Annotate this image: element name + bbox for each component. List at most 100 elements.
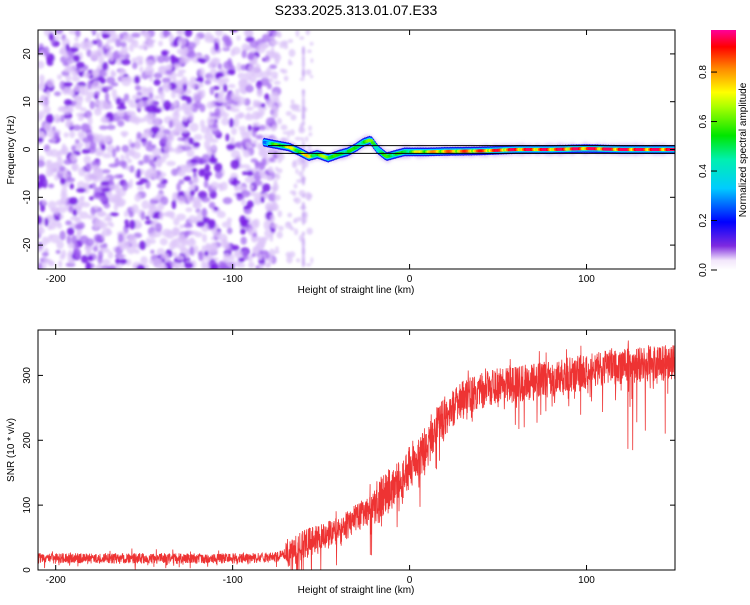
noise-speckle bbox=[63, 159, 72, 165]
noise-speckle bbox=[183, 223, 193, 229]
noise-speckle bbox=[56, 223, 63, 229]
noise-speckle bbox=[77, 115, 84, 122]
noise-speckle bbox=[267, 262, 271, 267]
noise-speckle bbox=[163, 82, 171, 93]
noise-speckle bbox=[249, 73, 257, 83]
noise-speckle bbox=[73, 54, 80, 62]
noise-speckle bbox=[193, 196, 201, 205]
noise-speckle bbox=[231, 244, 240, 251]
noise-speckle bbox=[145, 42, 155, 49]
noise-speckle bbox=[132, 62, 138, 70]
noise-speckle bbox=[136, 60, 144, 66]
noise-speckle bbox=[142, 140, 147, 147]
noise-speckle bbox=[275, 166, 279, 172]
y-tick-label: 10 bbox=[22, 96, 33, 108]
noise-speckle bbox=[162, 129, 171, 135]
noise-speckle bbox=[57, 149, 67, 155]
noise-speckle bbox=[54, 30, 64, 35]
noise-speckle bbox=[95, 151, 103, 157]
noise-speckle bbox=[173, 100, 178, 108]
noise-speckle bbox=[72, 209, 78, 217]
noise-speckle bbox=[119, 33, 124, 40]
noise-speckle bbox=[291, 160, 298, 169]
noise-speckle bbox=[276, 117, 282, 125]
noise-speckle bbox=[85, 251, 94, 256]
noise-speckle bbox=[190, 158, 198, 164]
noise-speckle bbox=[98, 211, 107, 217]
noise-speckle bbox=[186, 41, 197, 50]
noise-speckle bbox=[148, 232, 157, 239]
noise-speckle bbox=[215, 72, 220, 80]
noise-speckle bbox=[124, 219, 129, 226]
noise-speckle bbox=[105, 30, 115, 35]
noise-speckle bbox=[74, 144, 82, 152]
noise-speckle bbox=[146, 39, 156, 44]
noise-speckle bbox=[204, 172, 210, 181]
noise-speckle bbox=[239, 215, 247, 225]
noise-speckle bbox=[106, 76, 116, 84]
noise-speckle bbox=[300, 137, 305, 142]
noise-speckle bbox=[222, 77, 230, 84]
noise-speckle bbox=[99, 69, 107, 78]
noise-speckle bbox=[117, 233, 124, 243]
noise-speckle bbox=[213, 85, 220, 91]
noise-speckle bbox=[309, 41, 314, 46]
noise-speckle bbox=[105, 41, 110, 50]
noise-speckle bbox=[178, 179, 185, 185]
noise-speckle bbox=[290, 99, 295, 104]
noise-speckle bbox=[257, 106, 267, 112]
noise-speckle bbox=[87, 133, 94, 143]
noise-speckle bbox=[156, 160, 162, 168]
noise-speckle bbox=[230, 159, 240, 170]
noise-speckle bbox=[94, 218, 101, 227]
noise-speckle bbox=[47, 224, 53, 231]
noise-speckle bbox=[166, 63, 173, 71]
noise-speckle bbox=[62, 61, 69, 67]
noise-speckle bbox=[72, 42, 81, 49]
noise-speckle bbox=[118, 174, 124, 179]
noise-speckle bbox=[177, 137, 186, 142]
noise-speckle bbox=[296, 258, 301, 263]
noise-speckle bbox=[190, 230, 199, 236]
noise-speckle bbox=[92, 192, 101, 200]
noise-speckle bbox=[289, 226, 295, 231]
noise-speckle bbox=[209, 157, 218, 164]
noise-speckle bbox=[86, 214, 97, 220]
noise-speckle bbox=[171, 199, 177, 210]
noise-speckle bbox=[180, 49, 187, 60]
noise-speckle bbox=[285, 251, 291, 258]
noise-speckle bbox=[172, 110, 180, 121]
noise-speckle bbox=[59, 49, 65, 55]
noise-speckle bbox=[254, 200, 262, 206]
noise-speckle bbox=[287, 212, 293, 218]
noise-speckle bbox=[252, 139, 258, 144]
noise-speckle bbox=[243, 30, 254, 37]
noise-speckle bbox=[273, 80, 281, 85]
noise-speckle bbox=[81, 123, 90, 133]
noise-speckle bbox=[108, 163, 119, 168]
x-tick-label: -100 bbox=[223, 274, 243, 285]
noise-speckle bbox=[75, 61, 85, 69]
noise-speckle bbox=[83, 72, 91, 79]
noise-speckle bbox=[301, 257, 305, 268]
noise-speckle bbox=[237, 96, 246, 106]
noise-speckle bbox=[71, 234, 78, 244]
noise-speckle bbox=[243, 205, 251, 210]
noise-speckle bbox=[203, 132, 214, 141]
noise-speckle bbox=[115, 145, 121, 152]
noise-speckle bbox=[213, 57, 218, 67]
colorbar-tick-label: 0.4 bbox=[698, 164, 709, 178]
x-tick-label: 100 bbox=[578, 274, 595, 285]
noise-speckle bbox=[195, 77, 204, 82]
noise-speckle bbox=[299, 77, 305, 81]
noise-speckle bbox=[60, 114, 65, 123]
noise-speckle bbox=[174, 146, 182, 155]
noise-speckle bbox=[150, 126, 160, 134]
noise-speckle bbox=[127, 183, 132, 189]
noise-speckle bbox=[214, 230, 222, 238]
noise-speckle bbox=[148, 159, 154, 167]
noise-speckle bbox=[181, 145, 192, 152]
noise-speckle bbox=[145, 237, 151, 248]
noise-speckle bbox=[117, 120, 125, 127]
